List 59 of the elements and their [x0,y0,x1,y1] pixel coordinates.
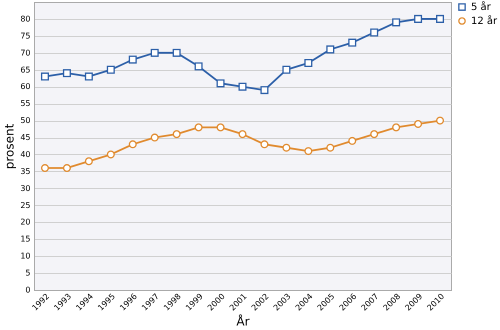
point [216,79,225,88]
y-tick-label: 45 [20,133,30,142]
point [238,82,247,91]
point [392,123,400,132]
y-axis-title: prosent [2,123,16,170]
legend-label: 12 år [471,15,498,27]
point [436,14,444,23]
y-tick-label: 55 [20,99,30,108]
y-tick-label: 65 [20,65,30,74]
point [194,62,203,70]
point [40,72,49,81]
y-tick-label: 75 [20,31,30,40]
y-tick-label: 80 [20,14,30,24]
point [216,123,225,132]
point [348,136,356,145]
point [414,120,422,128]
legend-label: 5 år [471,1,492,13]
point [414,14,422,23]
point [304,58,312,67]
point [128,140,137,148]
point [370,130,378,138]
point [62,164,71,172]
y-tick-label: 50 [20,116,30,126]
point [260,86,268,94]
y-tick-label: 15 [20,234,30,244]
point [150,134,159,142]
y-tick-label: 30 [20,184,30,193]
point [436,116,444,125]
y-tick-label: 60 [20,82,30,92]
point [238,130,247,138]
point [326,45,334,54]
point [348,38,356,47]
y-tick-label: 70 [20,48,30,58]
point [172,48,181,57]
point [370,28,378,36]
point [282,66,290,74]
point [150,48,159,57]
point [260,140,268,148]
point [282,144,290,152]
y-tick-label: 25 [20,200,30,210]
y-tick-label: 0 [25,286,30,294]
point [128,56,137,64]
point [326,144,334,152]
y-tick-label: 10 [20,252,30,261]
point [84,157,93,166]
point [194,123,203,132]
point [40,164,49,172]
point [84,72,93,81]
point [62,69,71,78]
point [172,130,181,138]
x-axis-title: År [236,314,250,329]
point [392,18,400,26]
y-tick-label: 5 [25,268,30,278]
point [106,150,115,158]
y-tick-label: 35 [20,166,30,176]
y-tick-label: 40 [20,150,30,159]
point [304,147,312,156]
y-tick-label: 20 [20,218,30,227]
point [106,66,115,74]
